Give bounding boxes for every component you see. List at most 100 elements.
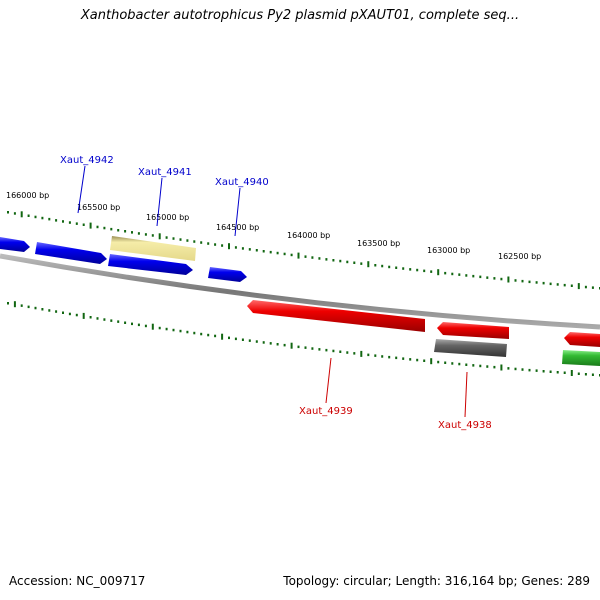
scale-tick-minor bbox=[521, 279, 524, 283]
scale-tick-minor bbox=[556, 371, 559, 374]
scale-tick-minor bbox=[228, 336, 230, 340]
gene-arrow-xaut-4940[interactable] bbox=[208, 267, 247, 282]
scale-tick-minor bbox=[563, 371, 566, 374]
scale-label: 164000 bp bbox=[287, 231, 330, 240]
scale-tick-minor bbox=[563, 283, 566, 287]
scale-tick-minor bbox=[283, 343, 286, 347]
scale-tick-minor bbox=[207, 242, 210, 245]
scale-tick-minor bbox=[179, 329, 182, 333]
scale-tick-minor bbox=[262, 341, 265, 344]
scale-tick-major bbox=[570, 370, 573, 376]
gene-arrow-xaut-4939[interactable] bbox=[247, 300, 425, 332]
scale-tick-minor bbox=[402, 267, 405, 270]
gene-box-xaut-4941[interactable] bbox=[110, 236, 196, 261]
scale-tick-major bbox=[151, 323, 154, 330]
scale-tick-minor bbox=[584, 285, 587, 289]
scale-tick-minor bbox=[131, 322, 133, 326]
scale-tick-minor bbox=[416, 268, 419, 272]
gene-arrow-red[interactable] bbox=[564, 332, 600, 347]
gene-label[interactable]: Xaut_4938 bbox=[438, 420, 492, 431]
gene-label[interactable]: Xaut_4942 bbox=[60, 155, 114, 166]
gene-arrow-xaut-4941[interactable] bbox=[108, 254, 193, 275]
gene-label[interactable]: Xaut_4941 bbox=[138, 167, 192, 178]
scale-tick-minor bbox=[82, 223, 85, 226]
scale-tick-minor bbox=[423, 269, 426, 273]
scale-tick-minor bbox=[158, 326, 161, 330]
scale-tick-minor bbox=[172, 237, 175, 240]
scale-tick-minor bbox=[117, 229, 120, 232]
scale-tick-major bbox=[228, 243, 230, 250]
scale-tick-minor bbox=[521, 368, 524, 371]
scale-tick-minor bbox=[200, 241, 203, 244]
scale-tick-minor bbox=[381, 264, 384, 268]
topology-summary: Topology: circular; Length: 316,164 bp; … bbox=[283, 574, 590, 588]
scale-tick-minor bbox=[48, 309, 51, 312]
accession-text: Accession: NC_009717 bbox=[9, 574, 146, 588]
scale-tick-minor bbox=[346, 351, 349, 354]
scale-tick-minor bbox=[486, 365, 489, 368]
gene-label[interactable]: Xaut_4939 bbox=[299, 406, 353, 417]
scale-tick-minor bbox=[172, 328, 175, 332]
scale-tick-minor bbox=[444, 361, 447, 364]
scale-tick-minor bbox=[221, 244, 224, 247]
scale-tick-minor bbox=[493, 277, 496, 280]
scale-label: 163000 bp bbox=[427, 246, 470, 255]
scale-tick-major bbox=[20, 211, 23, 218]
gene-arrow-xaut-4942[interactable] bbox=[35, 242, 107, 264]
scale-tick-major bbox=[221, 333, 224, 340]
scale-tick-minor bbox=[96, 317, 99, 320]
gene-arrow-xaut-4938[interactable] bbox=[437, 322, 509, 339]
scale-tick-minor bbox=[528, 368, 531, 372]
scale-tick-minor bbox=[131, 231, 133, 234]
scale-tick-minor bbox=[514, 367, 517, 371]
scale-label: 164500 bp bbox=[216, 223, 259, 232]
gene-box-gray[interactable] bbox=[434, 339, 507, 357]
scale-tick-minor bbox=[339, 350, 342, 353]
gene-box-green[interactable] bbox=[562, 350, 600, 366]
scale-tick-minor bbox=[276, 251, 279, 255]
scale-tick-minor bbox=[103, 226, 106, 230]
scale-tick-major bbox=[500, 364, 503, 371]
scale-tick-minor bbox=[89, 316, 92, 319]
scale-tick-minor bbox=[318, 348, 321, 351]
scale-tick-minor bbox=[55, 219, 58, 222]
scale-tick-minor bbox=[68, 312, 71, 316]
scale-tick-major bbox=[290, 342, 293, 349]
scale-tick-minor bbox=[103, 318, 106, 321]
scale-tick-minor bbox=[458, 273, 461, 276]
scale-tick-minor bbox=[124, 321, 127, 324]
scale-tick-minor bbox=[542, 370, 545, 373]
scale-tick-major bbox=[577, 283, 580, 290]
scale-tick-minor bbox=[465, 274, 468, 277]
scale-tick-minor bbox=[41, 216, 44, 220]
scale-tick-minor bbox=[62, 220, 64, 223]
scale-tick-minor bbox=[110, 227, 113, 231]
scale-tick-minor bbox=[283, 252, 286, 256]
scale-tick-minor bbox=[353, 261, 356, 264]
scale-tick-minor bbox=[311, 347, 314, 350]
scale-tick-minor bbox=[346, 260, 349, 264]
gene-arrow[interactable] bbox=[0, 237, 30, 252]
scale-tick-minor bbox=[325, 348, 328, 352]
scale-tick-minor bbox=[493, 365, 496, 369]
map-title: Xanthobacter autotrophicus Py2 plasmid p… bbox=[80, 8, 520, 23]
scale-tick-minor bbox=[297, 345, 300, 349]
scale-label: 165500 bp bbox=[77, 203, 120, 212]
scale-tick-minor bbox=[276, 343, 279, 346]
scale-tick-minor bbox=[458, 362, 461, 366]
scale-tick-minor bbox=[241, 338, 244, 341]
scale-tick-minor bbox=[27, 214, 30, 217]
scale-tick-minor bbox=[388, 355, 391, 359]
scale-tick-minor bbox=[151, 234, 154, 237]
scale-tick-minor bbox=[137, 232, 140, 235]
scale-tick-minor bbox=[290, 253, 293, 257]
scale-tick-minor bbox=[75, 313, 78, 317]
scale-tick-minor bbox=[395, 356, 398, 360]
scale-tick-minor bbox=[360, 262, 363, 265]
scale-tick-minor bbox=[577, 372, 580, 375]
scale-tick-minor bbox=[62, 311, 64, 314]
scale-tick-minor bbox=[542, 281, 545, 285]
gene-label[interactable]: Xaut_4940 bbox=[215, 177, 269, 188]
scale-tick-minor bbox=[479, 364, 482, 368]
